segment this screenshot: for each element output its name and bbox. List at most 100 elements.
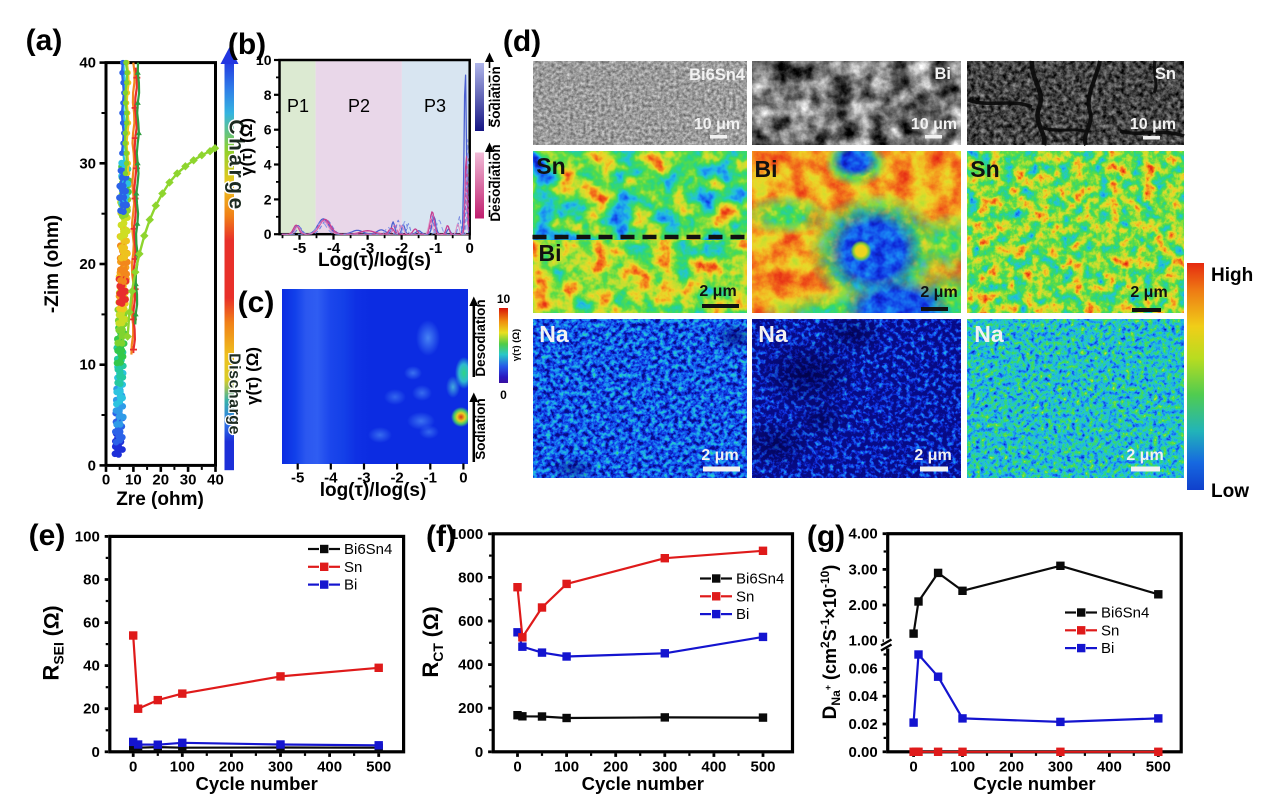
svg-text:Discharge: Discharge bbox=[226, 353, 243, 435]
svg-text:Charge: Charge bbox=[225, 119, 248, 212]
svg-text:(e): (e) bbox=[29, 519, 66, 552]
svg-text:(c): (c) bbox=[238, 286, 275, 319]
svg-text:300: 300 bbox=[268, 758, 293, 775]
svg-text:2 μm: 2 μm bbox=[1126, 447, 1163, 464]
svg-text:Sn: Sn bbox=[536, 153, 565, 179]
svg-text:200: 200 bbox=[603, 758, 628, 775]
svg-text:6: 6 bbox=[264, 122, 272, 138]
svg-text:Bi6Sn4: Bi6Sn4 bbox=[344, 541, 392, 558]
svg-text:Low: Low bbox=[1211, 481, 1249, 502]
svg-text:Cycle number: Cycle number bbox=[196, 773, 318, 794]
svg-text:10 μm: 10 μm bbox=[911, 116, 957, 133]
svg-text:Bi6Sn4: Bi6Sn4 bbox=[736, 571, 784, 588]
svg-text:(g): (g) bbox=[807, 520, 845, 553]
svg-text:4: 4 bbox=[264, 157, 272, 173]
svg-text:-1: -1 bbox=[424, 470, 437, 487]
svg-text:200: 200 bbox=[999, 758, 1024, 775]
svg-text:Sn: Sn bbox=[344, 559, 362, 576]
svg-text:2 μm: 2 μm bbox=[699, 283, 736, 300]
svg-text:30: 30 bbox=[79, 155, 96, 172]
svg-text:0: 0 bbox=[513, 758, 521, 775]
svg-text:-Zim (ohm): -Zim (ohm) bbox=[42, 215, 63, 313]
svg-text:-5: -5 bbox=[291, 470, 304, 487]
svg-text:Na: Na bbox=[758, 321, 788, 347]
svg-text:40: 40 bbox=[79, 55, 96, 72]
svg-text:Bi: Bi bbox=[1101, 640, 1114, 657]
svg-text:1.00: 1.00 bbox=[848, 633, 877, 650]
svg-text:10: 10 bbox=[256, 52, 272, 68]
svg-text:100: 100 bbox=[950, 758, 975, 775]
svg-text:Na: Na bbox=[539, 321, 569, 347]
svg-text:20: 20 bbox=[152, 471, 169, 488]
svg-text:0: 0 bbox=[459, 470, 467, 487]
svg-text:Bi6Sn4: Bi6Sn4 bbox=[1101, 605, 1149, 622]
svg-text:200: 200 bbox=[458, 700, 483, 717]
svg-text:Cycle number: Cycle number bbox=[582, 773, 704, 794]
svg-text:γ(τ) (Ω): γ(τ) (Ω) bbox=[243, 347, 262, 405]
svg-text:300: 300 bbox=[1048, 758, 1073, 775]
svg-text:(a): (a) bbox=[26, 24, 63, 57]
svg-text:P3: P3 bbox=[424, 96, 446, 116]
svg-text:500: 500 bbox=[1146, 758, 1171, 775]
svg-text:0: 0 bbox=[102, 471, 110, 488]
svg-text:-4: -4 bbox=[327, 240, 341, 257]
svg-text:60: 60 bbox=[83, 615, 100, 632]
svg-text:Sn: Sn bbox=[1101, 622, 1119, 639]
svg-text:300: 300 bbox=[652, 758, 677, 775]
svg-text:γ(τ) (Ω): γ(τ) (Ω) bbox=[511, 329, 522, 361]
svg-text:1000: 1000 bbox=[450, 526, 483, 543]
svg-text:Sn: Sn bbox=[736, 588, 754, 605]
svg-text:Bi: Bi bbox=[539, 240, 562, 266]
svg-text:Bi: Bi bbox=[755, 156, 778, 182]
svg-text:0: 0 bbox=[500, 388, 507, 402]
svg-text:0: 0 bbox=[475, 744, 483, 761]
svg-text:(b): (b) bbox=[228, 28, 266, 61]
svg-text:400: 400 bbox=[317, 758, 342, 775]
svg-text:Desodiation: Desodiation bbox=[488, 144, 503, 221]
svg-text:10 μm: 10 μm bbox=[1130, 116, 1176, 133]
svg-text:Sodiation: Sodiation bbox=[473, 398, 488, 460]
svg-text:2 μm: 2 μm bbox=[920, 284, 957, 301]
svg-text:400: 400 bbox=[458, 657, 483, 674]
svg-text:(d): (d) bbox=[503, 25, 541, 58]
svg-text:10 μm: 10 μm bbox=[694, 116, 740, 133]
svg-text:-4: -4 bbox=[324, 470, 338, 487]
svg-text:RCT (Ω): RCT (Ω) bbox=[418, 606, 446, 677]
svg-text:800: 800 bbox=[458, 569, 483, 586]
svg-text:γ(τ) (Ω): γ(τ) (Ω) bbox=[237, 118, 256, 176]
svg-text:P2: P2 bbox=[348, 96, 370, 116]
svg-text:Bi6Sn4: Bi6Sn4 bbox=[689, 66, 746, 84]
svg-text:Log(τ)/log(s): Log(τ)/log(s) bbox=[318, 250, 431, 271]
svg-text:40: 40 bbox=[83, 658, 100, 675]
svg-text:Bi: Bi bbox=[736, 606, 749, 623]
svg-text:100: 100 bbox=[75, 528, 100, 545]
svg-text:Sn: Sn bbox=[1155, 65, 1176, 83]
svg-text:-5: -5 bbox=[293, 240, 306, 257]
svg-text:0.04: 0.04 bbox=[848, 688, 878, 705]
svg-text:600: 600 bbox=[458, 613, 483, 630]
svg-text:0: 0 bbox=[91, 744, 99, 761]
svg-text:10: 10 bbox=[497, 292, 511, 306]
svg-text:High: High bbox=[1211, 265, 1253, 286]
svg-text:Desodiation: Desodiation bbox=[473, 299, 488, 376]
svg-text:Sodiation: Sodiation bbox=[488, 66, 503, 128]
svg-text:0.00: 0.00 bbox=[848, 744, 877, 761]
svg-text:-1: -1 bbox=[429, 240, 442, 257]
svg-text:10: 10 bbox=[125, 471, 142, 488]
svg-text:0.02: 0.02 bbox=[848, 716, 877, 733]
svg-text:Zre (ohm): Zre (ohm) bbox=[116, 489, 204, 510]
svg-text:-2: -2 bbox=[390, 470, 403, 487]
svg-text:400: 400 bbox=[1097, 758, 1122, 775]
svg-text:0: 0 bbox=[129, 758, 137, 775]
svg-text:400: 400 bbox=[701, 758, 726, 775]
svg-text:log(τ)/log(s): log(τ)/log(s) bbox=[320, 480, 427, 501]
svg-text:80: 80 bbox=[83, 571, 100, 588]
svg-text:0.06: 0.06 bbox=[848, 660, 877, 677]
svg-text:8: 8 bbox=[264, 87, 272, 103]
svg-text:100: 100 bbox=[170, 758, 195, 775]
svg-text:20: 20 bbox=[79, 256, 96, 273]
svg-text:0: 0 bbox=[88, 457, 96, 474]
svg-text:2: 2 bbox=[264, 191, 272, 207]
svg-text:-2: -2 bbox=[395, 240, 408, 257]
svg-text:RSEI (Ω): RSEI (Ω) bbox=[39, 605, 67, 680]
